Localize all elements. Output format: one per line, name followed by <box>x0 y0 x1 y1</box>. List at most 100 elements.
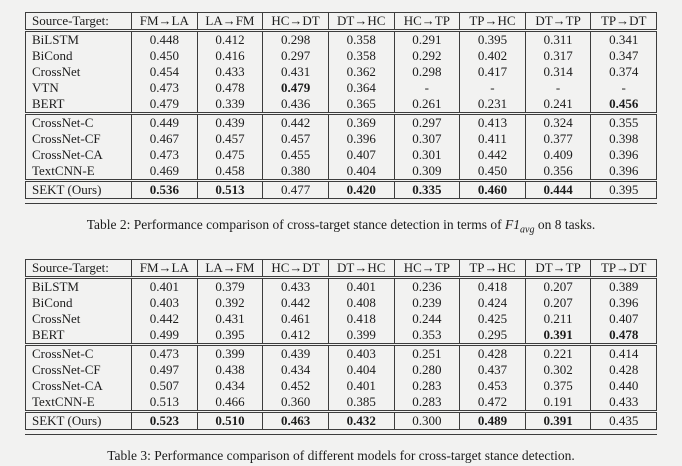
table-cell: 0.420 <box>327 180 395 199</box>
table-cell: 0.280 <box>393 361 461 378</box>
table-row: SEKT (Ours) 0.536 0.513 0.477 0.420 0.335 0.46… <box>25 180 657 199</box>
table-cell: 0.408 <box>327 294 395 311</box>
table-cell: 0.479 <box>262 80 329 96</box>
table-cell: 0.413 <box>459 113 526 131</box>
table-row: TextCNN-E 0.513 0.466 0.360 0.385 0.283 0.472 0… <box>25 393 657 412</box>
column-header: TP→HC <box>459 12 526 31</box>
table-cell: 0.391 <box>524 326 592 345</box>
table-cell: 0.417 <box>459 64 526 80</box>
table-cell: 0.300 <box>393 411 461 430</box>
table-cell: 0.358 <box>327 30 395 48</box>
table-cell: 0.412 <box>196 30 264 48</box>
table-cell: 0.414 <box>590 344 657 362</box>
table-cell: 0.453 <box>459 377 526 394</box>
table-cell: 0.469 <box>131 163 198 181</box>
table-cell: 0.298 <box>393 64 461 80</box>
table-3-bottom-rule <box>25 433 657 435</box>
table-cell: 0.416 <box>196 48 264 64</box>
table-row: CrossNet 0.442 0.431 0.461 0.418 0.244 0.425 0.… <box>25 310 657 327</box>
table-row: BiCond 0.403 0.392 0.442 0.408 0.239 0.424 0.20… <box>25 294 657 311</box>
table-cell: 0.425 <box>459 310 526 327</box>
table-cell: 0.402 <box>459 48 526 64</box>
table-row: SEKT (Ours) 0.523 0.510 0.463 0.432 0.300 0.48… <box>25 411 657 430</box>
table-3-caption: Table 3: Performance comparison of diffe… <box>0 448 682 466</box>
table-cell: 0.418 <box>459 277 526 295</box>
table-cell: 0.510 <box>196 411 264 430</box>
table-cell: 0.452 <box>262 377 329 394</box>
table-cell: 0.379 <box>196 277 264 295</box>
row-label: CrossNet-CF <box>25 361 132 378</box>
table-row: BiLSTM 0.448 0.412 0.298 0.358 0.291 0.395 0.31… <box>25 30 657 48</box>
table-cell: 0.411 <box>459 131 526 147</box>
table-cell: 0.403 <box>327 344 395 362</box>
column-header: DT→TP <box>524 259 592 278</box>
table-row: BERT 0.479 0.339 0.436 0.365 0.261 0.231 0.241 0… <box>25 96 657 114</box>
table-cell: 0.261 <box>393 96 461 114</box>
table-cell: 0.283 <box>393 393 461 412</box>
table-cell: 0.244 <box>393 310 461 327</box>
table-row: BiLSTM 0.401 0.379 0.433 0.401 0.236 0.418 0.20… <box>25 277 657 295</box>
table-cell: 0.392 <box>196 294 264 311</box>
column-header: DT→HC <box>327 259 395 278</box>
column-header: TP→HC <box>459 259 526 278</box>
table-cell: 0.536 <box>131 180 198 199</box>
table-cell: 0.369 <box>327 113 395 131</box>
table-cell: 0.314 <box>524 64 592 80</box>
table-cell: 0.450 <box>131 48 198 64</box>
header-row: Source-Target: FM→LA LA→FM HC→DT DT→HC HC→TP T… <box>25 259 657 278</box>
table-cell: 0.311 <box>524 30 592 48</box>
table-cell: 0.298 <box>262 30 329 48</box>
table-cell: 0.374 <box>590 64 657 80</box>
performance-table-3-container: Source-Target: FM→LA LA→FM HC→DT DT→HC HC→TP T… <box>25 259 657 435</box>
table-cell: - <box>393 80 461 96</box>
table-cell: 0.457 <box>196 131 264 147</box>
row-label: BERT <box>25 96 132 114</box>
table-cell: 0.391 <box>524 411 592 430</box>
row-label: CrossNet <box>25 64 132 80</box>
table-cell: 0.341 <box>590 30 657 48</box>
table-cell: 0.428 <box>459 344 526 362</box>
table-cell: 0.513 <box>131 393 198 412</box>
table-cell: 0.477 <box>262 180 329 199</box>
table-cell: 0.302 <box>524 361 592 378</box>
table-cell: 0.362 <box>327 64 395 80</box>
row-label: CrossNet-C <box>25 113 132 131</box>
table-cell: 0.449 <box>131 113 198 131</box>
column-header: TP→DT <box>590 259 657 278</box>
row-group: BiLSTM 0.401 0.379 0.433 0.401 0.236 0.418 0.20… <box>25 277 657 345</box>
column-header: LA→FM <box>196 259 264 278</box>
table-cell: 0.418 <box>327 310 395 327</box>
row-label: CrossNet-CF <box>25 131 132 147</box>
table-cell: 0.440 <box>590 377 657 394</box>
performance-table-2-container: Source-Target: FM→LA LA→FM HC→DT DT→HC HC→TP T… <box>25 12 657 204</box>
table-row: CrossNet-CF 0.467 0.457 0.457 0.396 0.307 0.41… <box>25 131 657 147</box>
table-cell: 0.431 <box>196 310 264 327</box>
table-cell: 0.396 <box>590 294 657 311</box>
table-cell: 0.467 <box>131 131 198 147</box>
table-cell: 0.401 <box>327 377 395 394</box>
table-cell: 0.292 <box>393 48 461 64</box>
table-cell: 0.358 <box>327 48 395 64</box>
table-cell: 0.438 <box>196 361 264 378</box>
column-header: FM→LA <box>131 259 198 278</box>
table-cell: 0.457 <box>262 131 329 147</box>
table-cell: 0.335 <box>393 180 461 199</box>
column-header: Source-Target: <box>25 12 132 31</box>
table-cell: 0.460 <box>459 180 526 199</box>
table-cell: 0.239 <box>393 294 461 311</box>
column-header: HC→TP <box>393 259 461 278</box>
column-header: DT→HC <box>327 12 395 31</box>
table-cell: 0.442 <box>131 310 198 327</box>
caption-math-f1: F1 <box>505 217 521 232</box>
table-row: CrossNet-CA 0.507 0.434 0.452 0.401 0.283 0.45… <box>25 377 657 394</box>
table-cell: 0.432 <box>327 411 395 430</box>
table-cell: 0.339 <box>196 96 264 114</box>
table-cell: 0.473 <box>131 344 198 362</box>
table-cell: 0.472 <box>459 393 526 412</box>
row-label: CrossNet-CA <box>25 377 132 394</box>
table-cell: 0.473 <box>131 147 198 163</box>
table-cell: 0.442 <box>459 147 526 163</box>
table-cell: 0.456 <box>590 96 657 114</box>
table-cell: 0.424 <box>459 294 526 311</box>
table-cell: - <box>459 80 526 96</box>
